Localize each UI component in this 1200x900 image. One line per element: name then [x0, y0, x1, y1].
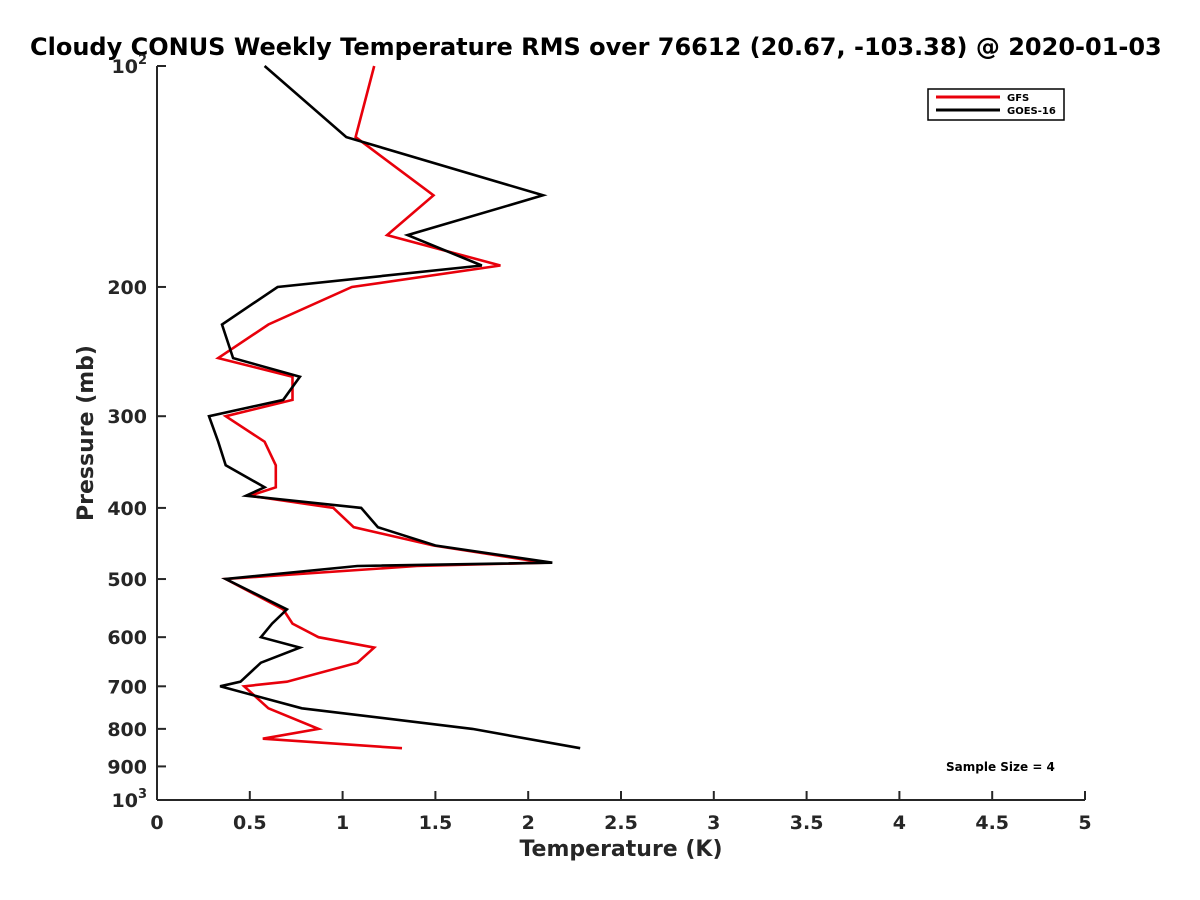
x-tick-label: 3 [707, 812, 720, 834]
y-tick-label: 900 [107, 756, 147, 778]
x-tick-label: 3.5 [790, 812, 824, 834]
y-axis-label: Pressure (mb) [74, 345, 99, 521]
y-tick-label: 103 [112, 787, 148, 812]
y-tick-label: 400 [107, 498, 147, 520]
series-layer [207, 65, 581, 750]
series-line-gfs [215, 65, 546, 750]
x-axis-label: Temperature (K) [519, 837, 722, 862]
series-line-goes-16 [207, 65, 581, 750]
y-ticks: 102 200 300 400 500 600 700 800 900 103 [107, 53, 166, 812]
y-tick-label: 600 [107, 627, 147, 649]
x-tick-label: 0 [150, 812, 163, 834]
legend-label-gfs: GFS [1007, 93, 1029, 104]
y-tick-label: 700 [107, 676, 147, 698]
x-tick-label: 0.5 [233, 812, 267, 834]
x-tick-label: 4 [893, 812, 906, 834]
sample-size-annotation: Sample Size = 4 [946, 760, 1055, 774]
y-tick-label: 200 [107, 277, 147, 299]
chart-title: Cloudy CONUS Weekly Temperature RMS over… [30, 33, 1162, 61]
y-tick-label: 500 [107, 569, 147, 591]
legend-box [927, 88, 1065, 121]
x-tick-label: 4.5 [975, 812, 1009, 834]
x-tick-label: 5 [1078, 812, 1091, 834]
y-tick-label: 102 [112, 53, 148, 78]
x-ticks: 0 0.5 1 1.5 2 2.5 3 3.5 4 4.5 5 [150, 791, 1092, 834]
x-tick-label: 1 [336, 812, 349, 834]
x-tick-label: 1.5 [419, 812, 453, 834]
y-tick-label: 800 [107, 719, 147, 741]
legend-label-goes-16: GOES-16 [1007, 106, 1056, 117]
plot-area [156, 66, 1085, 801]
legend: GFS GOES-16 [927, 88, 1065, 121]
y-tick-label: 300 [107, 406, 147, 428]
x-tick-label: 2 [522, 812, 535, 834]
x-tick-label: 2.5 [604, 812, 638, 834]
